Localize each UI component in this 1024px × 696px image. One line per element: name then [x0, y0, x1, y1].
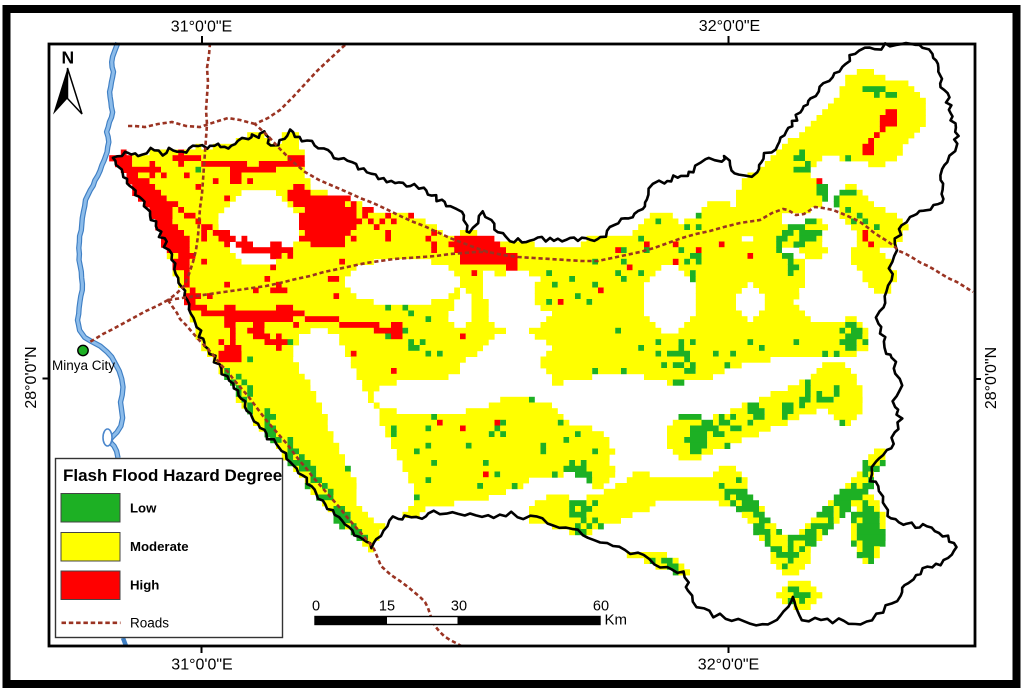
svg-text:31°0'0"E: 31°0'0"E: [171, 657, 232, 674]
svg-text:15: 15: [379, 599, 395, 615]
svg-text:0: 0: [312, 599, 320, 615]
svg-text:Low: Low: [130, 501, 157, 516]
svg-text:31°0'0"E: 31°0'0"E: [171, 19, 232, 36]
svg-text:Flash Flood Hazard Degree: Flash Flood Hazard Degree: [63, 466, 282, 485]
svg-text:Roads: Roads: [130, 616, 169, 631]
svg-text:28°0'0"N: 28°0'0"N: [983, 347, 1000, 409]
svg-text:30: 30: [451, 599, 467, 615]
svg-text:High: High: [130, 578, 159, 593]
svg-text:28°0'0"N: 28°0'0"N: [23, 346, 40, 408]
svg-text:60: 60: [593, 599, 609, 615]
svg-text:Moderate: Moderate: [130, 539, 189, 554]
svg-text:32°0'0"E: 32°0'0"E: [699, 18, 760, 35]
svg-text:Km: Km: [605, 612, 628, 629]
svg-text:Minya City: Minya City: [52, 358, 115, 373]
svg-text:N: N: [61, 48, 74, 68]
svg-text:32°0'0"E: 32°0'0"E: [698, 657, 759, 674]
